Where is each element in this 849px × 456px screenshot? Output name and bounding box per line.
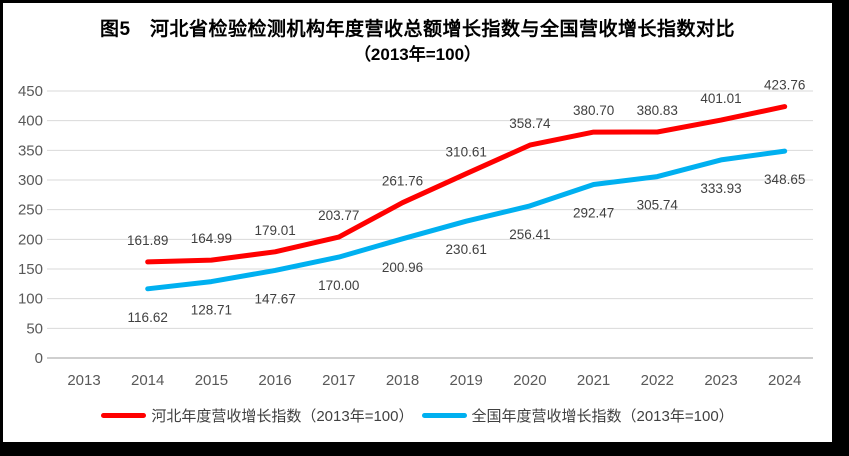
hebei-data-label-2019: 310.61 bbox=[446, 145, 487, 160]
national-data-label-2019: 230.61 bbox=[446, 242, 487, 257]
national-data-label-2024: 348.65 bbox=[764, 172, 805, 187]
national-data-label-2020: 256.41 bbox=[509, 227, 550, 242]
hebei-data-label-2021: 380.70 bbox=[573, 103, 614, 118]
y-tick-label-300: 300 bbox=[18, 172, 43, 189]
national-data-label-2023: 333.93 bbox=[700, 181, 741, 196]
hebei-data-label-2017: 203.77 bbox=[318, 208, 359, 223]
y-tick-label-400: 400 bbox=[18, 113, 43, 130]
x-tick-label-2015: 2015 bbox=[195, 372, 228, 389]
y-tick-label-350: 350 bbox=[18, 142, 43, 159]
national-data-label-2014: 116.62 bbox=[128, 310, 168, 325]
national-legend-swatch-icon bbox=[421, 412, 467, 419]
hebei-legend-swatch-icon bbox=[101, 412, 147, 419]
y-tick-label-200: 200 bbox=[18, 231, 43, 248]
y-tick-label-50: 50 bbox=[26, 320, 43, 337]
x-tick-label-2021: 2021 bbox=[577, 372, 610, 389]
y-tick-label-0: 0 bbox=[35, 350, 43, 367]
hebei-data-label-2024: 423.76 bbox=[764, 78, 805, 93]
national-legend-label: 全国年度营收增长指数（2013年=100） bbox=[471, 408, 734, 425]
legend-item-national: 全国年度营收增长指数（2013年=100） bbox=[421, 405, 734, 426]
chart-title: 图5 河北省检验检测机构年度营收总额增长指数与全国营收增长指数对比 bbox=[99, 19, 736, 40]
hebei-data-label-2016: 179.01 bbox=[254, 223, 295, 238]
national-data-label-2022: 305.74 bbox=[637, 198, 679, 213]
x-tick-label-2024: 2024 bbox=[768, 372, 801, 389]
y-tick-label-250: 250 bbox=[18, 202, 43, 219]
x-tick-label-2023: 2023 bbox=[704, 372, 737, 389]
national-data-label-2017: 170.00 bbox=[318, 278, 359, 293]
hebei-data-label-2018: 261.76 bbox=[382, 174, 423, 189]
x-tick-label-2013: 2013 bbox=[67, 372, 100, 389]
national-data-label-2015: 128.71 bbox=[191, 303, 232, 318]
plot-svg: 0 50 100 150 200 250 300 350 400 450 2013 2014 2015 2… bbox=[18, 78, 813, 389]
x-tick-label-2022: 2022 bbox=[641, 372, 674, 389]
x-tick-label-2020: 2020 bbox=[513, 372, 546, 389]
chart-title-block: 图5 河北省检验检测机构年度营收总额增长指数与全国营收增长指数对比 （2013年… bbox=[3, 17, 832, 67]
chart-subtitle: （2013年=100） bbox=[353, 45, 482, 64]
chart-canvas: 0 50 100 150 200 250 300 350 400 450 2013 2014 2015 2… bbox=[3, 3, 832, 442]
hebei-legend-label: 河北年度营收增长指数（2013年=100） bbox=[151, 408, 414, 425]
hebei-data-label-2023: 401.01 bbox=[700, 91, 741, 106]
hebei-data-label-2022: 380.83 bbox=[637, 103, 678, 118]
hebei-series-line bbox=[145, 104, 788, 265]
y-tick-label-100: 100 bbox=[18, 291, 43, 308]
y-tick-label-150: 150 bbox=[18, 261, 43, 278]
national-data-label-2018: 200.96 bbox=[382, 260, 423, 275]
x-tick-label-2014: 2014 bbox=[131, 372, 164, 389]
x-tick-label-2018: 2018 bbox=[386, 372, 419, 389]
hebei-data-label-2014: 161.89 bbox=[127, 233, 168, 248]
national-series-line bbox=[145, 148, 788, 292]
x-tick-label-2017: 2017 bbox=[322, 372, 355, 389]
hebei-data-label-2020: 358.74 bbox=[509, 116, 551, 131]
legend-item-hebei: 河北年度营收增长指数（2013年=100） bbox=[101, 405, 414, 426]
y-tick-label-450: 450 bbox=[18, 83, 43, 100]
national-data-label-2016: 147.67 bbox=[254, 291, 295, 306]
hebei-data-label-2015: 164.99 bbox=[191, 231, 232, 246]
national-data-label-2021: 292.47 bbox=[573, 205, 614, 220]
legend: 河北年度营收增长指数（2013年=100） 全国年度营收增长指数（2013年=10… bbox=[3, 405, 832, 426]
x-tick-label-2019: 2019 bbox=[450, 372, 483, 389]
x-tick-label-2016: 2016 bbox=[258, 372, 291, 389]
